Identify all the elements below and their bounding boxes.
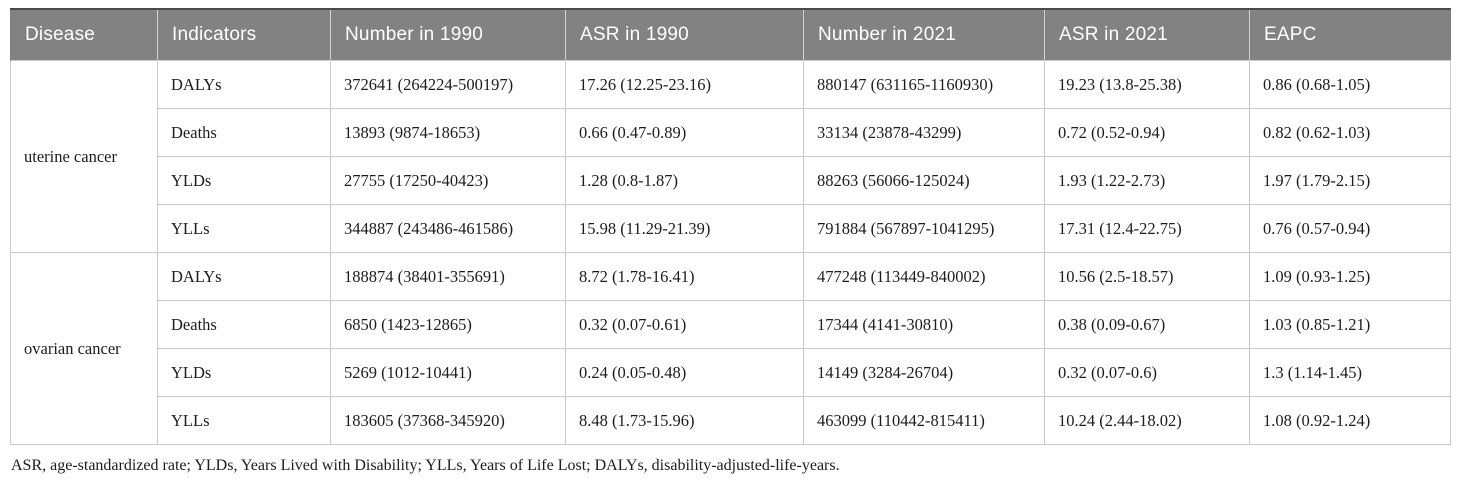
column-header-indicators: Indicators [157, 8, 331, 61]
eapc-cell: 0.82 (0.62-1.03) [1249, 108, 1451, 157]
asr-1990-cell: 8.72 (1.78-16.41) [565, 252, 804, 301]
indicator-cell: Deaths [157, 300, 331, 349]
eapc-cell: 1.3 (1.14-1.45) [1249, 348, 1451, 397]
table-footnote: ASR, age-standardized rate; YLDs, Years … [11, 457, 840, 474]
number-2021-cell: 791884 (567897-1041295) [803, 204, 1045, 253]
column-header-number-2021: Number in 2021 [803, 8, 1045, 61]
column-header-disease: Disease [10, 8, 158, 61]
asr-1990-cell: 15.98 (11.29-21.39) [565, 204, 804, 253]
asr-1990-cell: 1.28 (0.8-1.87) [565, 156, 804, 205]
asr-2021-cell: 0.32 (0.07-0.6) [1044, 348, 1250, 397]
number-1990-cell: 188874 (38401-355691) [330, 252, 566, 301]
number-1990-cell: 372641 (264224-500197) [330, 60, 566, 109]
number-2021-cell: 880147 (631165-1160930) [803, 60, 1045, 109]
table-row: Deaths 6850 (1423-12865) 0.32 (0.07-0.61… [11, 300, 1451, 349]
asr-1990-cell: 8.48 (1.73-15.96) [565, 396, 804, 445]
indicator-cell: Deaths [157, 108, 331, 157]
table-header: Disease Indicators Number in 1990 ASR in… [10, 8, 1451, 61]
eapc-cell: 1.03 (0.85-1.21) [1249, 300, 1451, 349]
indicator-cell: YLDs [157, 156, 331, 205]
eapc-cell: 0.86 (0.68-1.05) [1249, 60, 1451, 109]
table-row: YLLs 183605 (37368-345920) 8.48 (1.73-15… [11, 396, 1451, 445]
number-1990-cell: 344887 (243486-461586) [330, 204, 566, 253]
column-header-asr-2021: ASR in 2021 [1044, 8, 1250, 61]
asr-2021-cell: 10.56 (2.5-18.57) [1044, 252, 1250, 301]
table-row: YLDs 5269 (1012-10441) 0.24 (0.05-0.48) … [11, 348, 1451, 397]
asr-2021-cell: 17.31 (12.4-22.75) [1044, 204, 1250, 253]
indicator-cell: DALYs [157, 60, 331, 109]
table-row: Deaths 13893 (9874-18653) 0.66 (0.47-0.8… [11, 108, 1451, 157]
asr-1990-cell: 0.66 (0.47-0.89) [565, 108, 804, 157]
number-2021-cell: 88263 (56066-125024) [803, 156, 1045, 205]
asr-2021-cell: 10.24 (2.44-18.02) [1044, 396, 1250, 445]
number-2021-cell: 14149 (3284-26704) [803, 348, 1045, 397]
column-header-eapc: EAPC [1249, 8, 1451, 61]
table-row: YLDs 27755 (17250-40423) 1.28 (0.8-1.87)… [11, 156, 1451, 205]
column-header-asr-1990: ASR in 1990 [565, 8, 804, 61]
number-1990-cell: 6850 (1423-12865) [330, 300, 566, 349]
asr-2021-cell: 1.93 (1.22-2.73) [1044, 156, 1250, 205]
table-row: uterine cancer DALYs 372641 (264224-5001… [10, 60, 1451, 253]
eapc-cell: 1.08 (0.92-1.24) [1249, 396, 1451, 445]
number-2021-cell: 33134 (23878-43299) [803, 108, 1045, 157]
eapc-cell: 0.76 (0.57-0.94) [1249, 204, 1451, 253]
number-2021-cell: 477248 (113449-840002) [803, 252, 1045, 301]
indicator-cell: YLLs [157, 204, 331, 253]
number-1990-cell: 183605 (37368-345920) [330, 396, 566, 445]
indicator-cell: DALYs [157, 252, 331, 301]
eapc-cell: 1.97 (1.79-2.15) [1249, 156, 1451, 205]
asr-1990-cell: 0.32 (0.07-0.61) [565, 300, 804, 349]
disease-cell-ovarian-cancer: ovarian cancer [10, 252, 158, 445]
eapc-cell: 1.09 (0.93-1.25) [1249, 252, 1451, 301]
table-row: YLLs 344887 (243486-461586) 15.98 (11.29… [11, 204, 1451, 253]
asr-1990-cell: 0.24 (0.05-0.48) [565, 348, 804, 397]
number-2021-cell: 463099 (110442-815411) [803, 396, 1045, 445]
indicator-cell: YLLs [157, 396, 331, 445]
header-row: Disease Indicators Number in 1990 ASR in… [10, 8, 1451, 61]
indicator-cell: YLDs [157, 348, 331, 397]
column-header-number-1990: Number in 1990 [330, 8, 566, 61]
asr-2021-cell: 0.72 (0.52-0.94) [1044, 108, 1250, 157]
number-1990-cell: 13893 (9874-18653) [330, 108, 566, 157]
statistics-table: Disease Indicators Number in 1990 ASR in… [10, 8, 1451, 445]
table-row: ovarian cancer DALYs 188874 (38401-35569… [10, 252, 1451, 445]
asr-1990-cell: 17.26 (12.25-23.16) [565, 60, 804, 109]
asr-2021-cell: 19.23 (13.8-25.38) [1044, 60, 1250, 109]
number-1990-cell: 5269 (1012-10441) [330, 348, 566, 397]
disease-cell-uterine-cancer: uterine cancer [10, 60, 158, 253]
number-2021-cell: 17344 (4141-30810) [803, 300, 1045, 349]
number-1990-cell: 27755 (17250-40423) [330, 156, 566, 205]
table-body: uterine cancer DALYs 372641 (264224-5001… [10, 60, 1451, 445]
asr-2021-cell: 0.38 (0.09-0.67) [1044, 300, 1250, 349]
